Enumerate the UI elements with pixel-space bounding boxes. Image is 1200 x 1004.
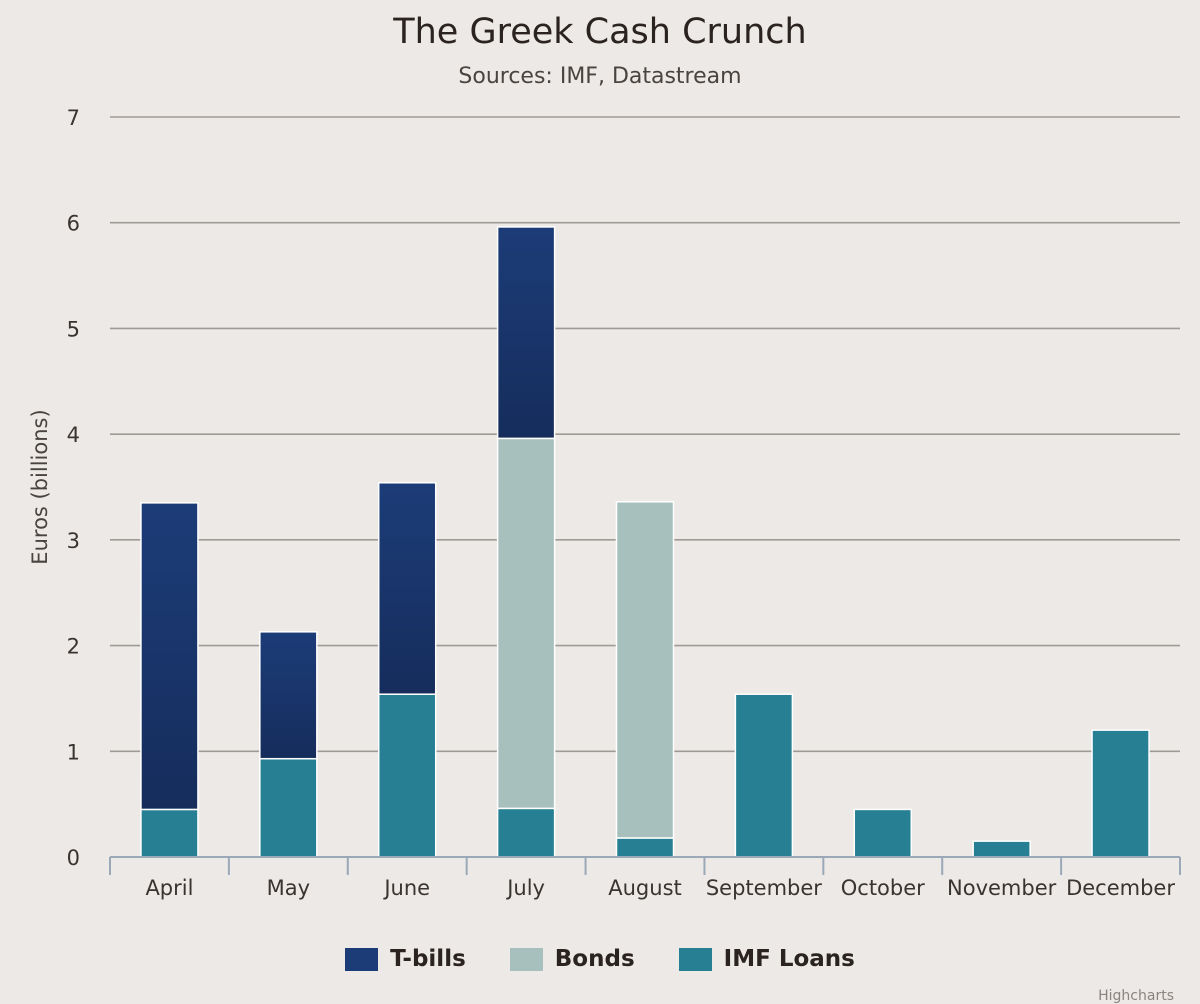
y-tick-label: 7 [67,106,80,130]
bar-imf-loans-december[interactable] [1091,729,1150,858]
chart-title: The Greek Cash Crunch [393,12,807,52]
bar-imf-loans-november[interactable] [972,840,1031,858]
legend-label-tbills: T-bills [390,946,466,972]
chart-subtitle: Sources: IMF, Datastream [458,64,742,89]
legend: T-bills Bonds IMF Loans [0,946,1200,972]
bar-series [140,226,1150,858]
x-tick-label: July [505,876,545,900]
bar-t-bills-june[interactable] [377,482,437,695]
bar-t-bills-april[interactable] [140,502,199,811]
bar-t-bills-may[interactable] [259,631,318,760]
bar-bonds-august[interactable] [615,501,675,839]
y-axis-label: Euros (billions) [28,409,52,564]
legend-swatch-tbills [345,947,379,971]
bar-imf-loans-may[interactable] [259,757,318,858]
y-tick-label: 3 [67,529,80,553]
x-tick-label: April [145,876,193,900]
legend-swatch-imf-loans [678,947,712,971]
y-tick-label: 4 [67,423,80,447]
x-tick-label: December [1066,876,1175,900]
x-tick-label: September [706,876,822,900]
legend-label-bonds: Bonds [554,946,635,972]
bar-imf-loans-october[interactable] [853,808,913,858]
y-tick-label: 6 [67,212,80,236]
bar-t-bills-july[interactable] [496,226,556,440]
legend-label-imf-loans: IMF Loans [723,946,855,972]
x-axis: April May June July August September October No… [109,856,1181,900]
y-tick-label: 1 [67,740,80,764]
y-tick-label: 0 [67,846,80,870]
y-tick-label: 5 [67,317,80,341]
bar-imf-loans-september[interactable] [734,693,794,858]
x-tick-label: August [608,876,682,900]
x-tick-label: June [382,876,430,900]
x-tick-label: May [267,876,310,900]
x-tick-label: October [841,876,925,900]
bar-imf-loans-july[interactable] [496,807,556,858]
bar-imf-loans-august[interactable] [615,837,675,858]
x-tick-label: November [947,876,1057,900]
legend-swatch-bonds [509,947,543,971]
bar-bonds-july[interactable] [496,437,556,810]
highcharts-credit[interactable]: Highcharts [1098,988,1174,1004]
bar-imf-loans-april[interactable] [140,808,199,858]
legend-item-bonds[interactable]: Bonds [509,946,635,972]
legend-item-tbills[interactable]: T-bills [345,946,466,972]
y-tick-label: 2 [67,635,80,659]
legend-item-imf-loans[interactable]: IMF Loans [678,946,855,972]
bar-imf-loans-june[interactable] [377,693,437,858]
